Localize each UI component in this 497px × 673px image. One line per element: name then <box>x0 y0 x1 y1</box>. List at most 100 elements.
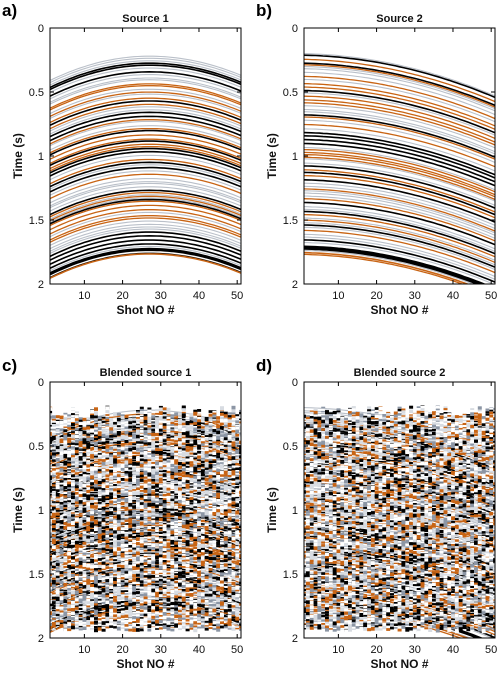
noise-segment <box>223 590 228 594</box>
blending-noise <box>50 405 241 634</box>
noise-segment <box>124 483 129 486</box>
noise-segment <box>174 536 179 541</box>
noise-segment <box>78 526 83 528</box>
noise-segment <box>231 530 236 532</box>
noise-segment <box>67 437 72 442</box>
noise-segment <box>147 568 152 570</box>
noise-gap <box>128 500 133 505</box>
noise-segment <box>109 572 114 575</box>
noise-gap <box>113 467 118 472</box>
noise-segment <box>139 472 144 475</box>
noise-segment <box>304 517 307 520</box>
y-tick-label: 2 <box>38 279 44 291</box>
noise-segment <box>208 475 213 479</box>
noise-segment <box>74 505 79 507</box>
noise-segment <box>55 512 60 515</box>
reflection-event <box>304 224 495 268</box>
noise-segment <box>181 457 186 462</box>
noise-segment <box>128 628 133 632</box>
y-tick-label: 1.5 <box>29 215 44 227</box>
noise-segment <box>235 591 240 593</box>
noise-segment <box>305 484 310 487</box>
noise-segment <box>185 552 190 556</box>
noise-segment <box>170 414 175 417</box>
noise-segment <box>105 594 110 598</box>
noise-segment <box>50 413 53 416</box>
noise-segment <box>94 479 98 484</box>
noise-segment <box>158 527 163 529</box>
noise-segment <box>113 594 118 596</box>
noise-segment <box>185 483 190 487</box>
noise-segment <box>181 432 186 436</box>
noise-segment <box>200 457 205 460</box>
noise-segment <box>162 423 167 427</box>
noise-gap <box>158 424 163 430</box>
noise-segment <box>216 597 221 599</box>
noise-segment <box>216 549 221 553</box>
noise-segment <box>90 413 95 417</box>
noise-gap <box>212 451 217 457</box>
noise-segment <box>239 563 241 565</box>
noise-segment <box>90 547 95 549</box>
noise-segment <box>204 438 209 441</box>
noise-segment <box>113 421 118 425</box>
noise-segment <box>94 609 98 613</box>
noise-segment <box>166 545 171 549</box>
noise-segment <box>50 428 53 431</box>
noise-segment <box>304 485 307 487</box>
noise-gap <box>178 530 182 536</box>
noise-gap <box>227 500 232 505</box>
noise-segment <box>235 523 240 526</box>
noise-segment <box>101 449 106 452</box>
noise-segment <box>116 472 121 475</box>
noise-segment <box>55 489 60 492</box>
noise-segment <box>71 514 75 518</box>
noise-segment <box>208 518 213 521</box>
noise-segment <box>51 618 56 620</box>
noise-segment <box>132 489 137 491</box>
noise-segment <box>78 537 83 540</box>
noise-gap <box>181 497 186 503</box>
noise-segment <box>143 569 148 572</box>
noise-segment <box>181 405 186 408</box>
noise-segment <box>151 506 156 509</box>
noise-gap <box>82 574 87 579</box>
noise-segment <box>120 533 125 537</box>
noise-segment <box>67 564 72 568</box>
noise-segment <box>239 560 241 562</box>
noise-segment <box>227 444 232 447</box>
noise-segment <box>50 589 53 592</box>
noise-segment <box>158 610 163 613</box>
noise-segment <box>97 453 102 455</box>
noise-segment <box>51 486 56 488</box>
noise-segment <box>82 489 87 491</box>
noise-segment <box>200 455 205 457</box>
noise-segment <box>90 580 95 583</box>
noise-gap <box>124 573 129 579</box>
noise-segment <box>147 480 152 482</box>
noise-segment <box>101 535 106 538</box>
noise-segment <box>128 459 133 464</box>
noise-segment <box>239 534 241 537</box>
noise-segment <box>116 425 121 428</box>
noise-gap <box>86 559 91 564</box>
noise-segment <box>208 450 213 453</box>
noise-gap <box>67 622 72 627</box>
noise-segment <box>223 520 228 522</box>
noise-segment <box>170 572 175 574</box>
noise-segment <box>151 450 156 454</box>
noise-segment <box>166 503 171 505</box>
noise-segment <box>113 618 118 622</box>
noise-segment <box>223 577 228 582</box>
noise-segment <box>78 429 83 433</box>
noise-gap <box>158 543 163 548</box>
noise-segment <box>50 615 53 618</box>
noise-segment <box>304 429 307 431</box>
noise-segment <box>51 455 56 458</box>
noise-segment <box>82 511 87 513</box>
noise-segment <box>174 489 179 492</box>
noise-segment <box>132 591 137 596</box>
noise-segment <box>305 450 310 453</box>
noise-segment <box>55 598 60 602</box>
noise-segment <box>105 562 110 564</box>
